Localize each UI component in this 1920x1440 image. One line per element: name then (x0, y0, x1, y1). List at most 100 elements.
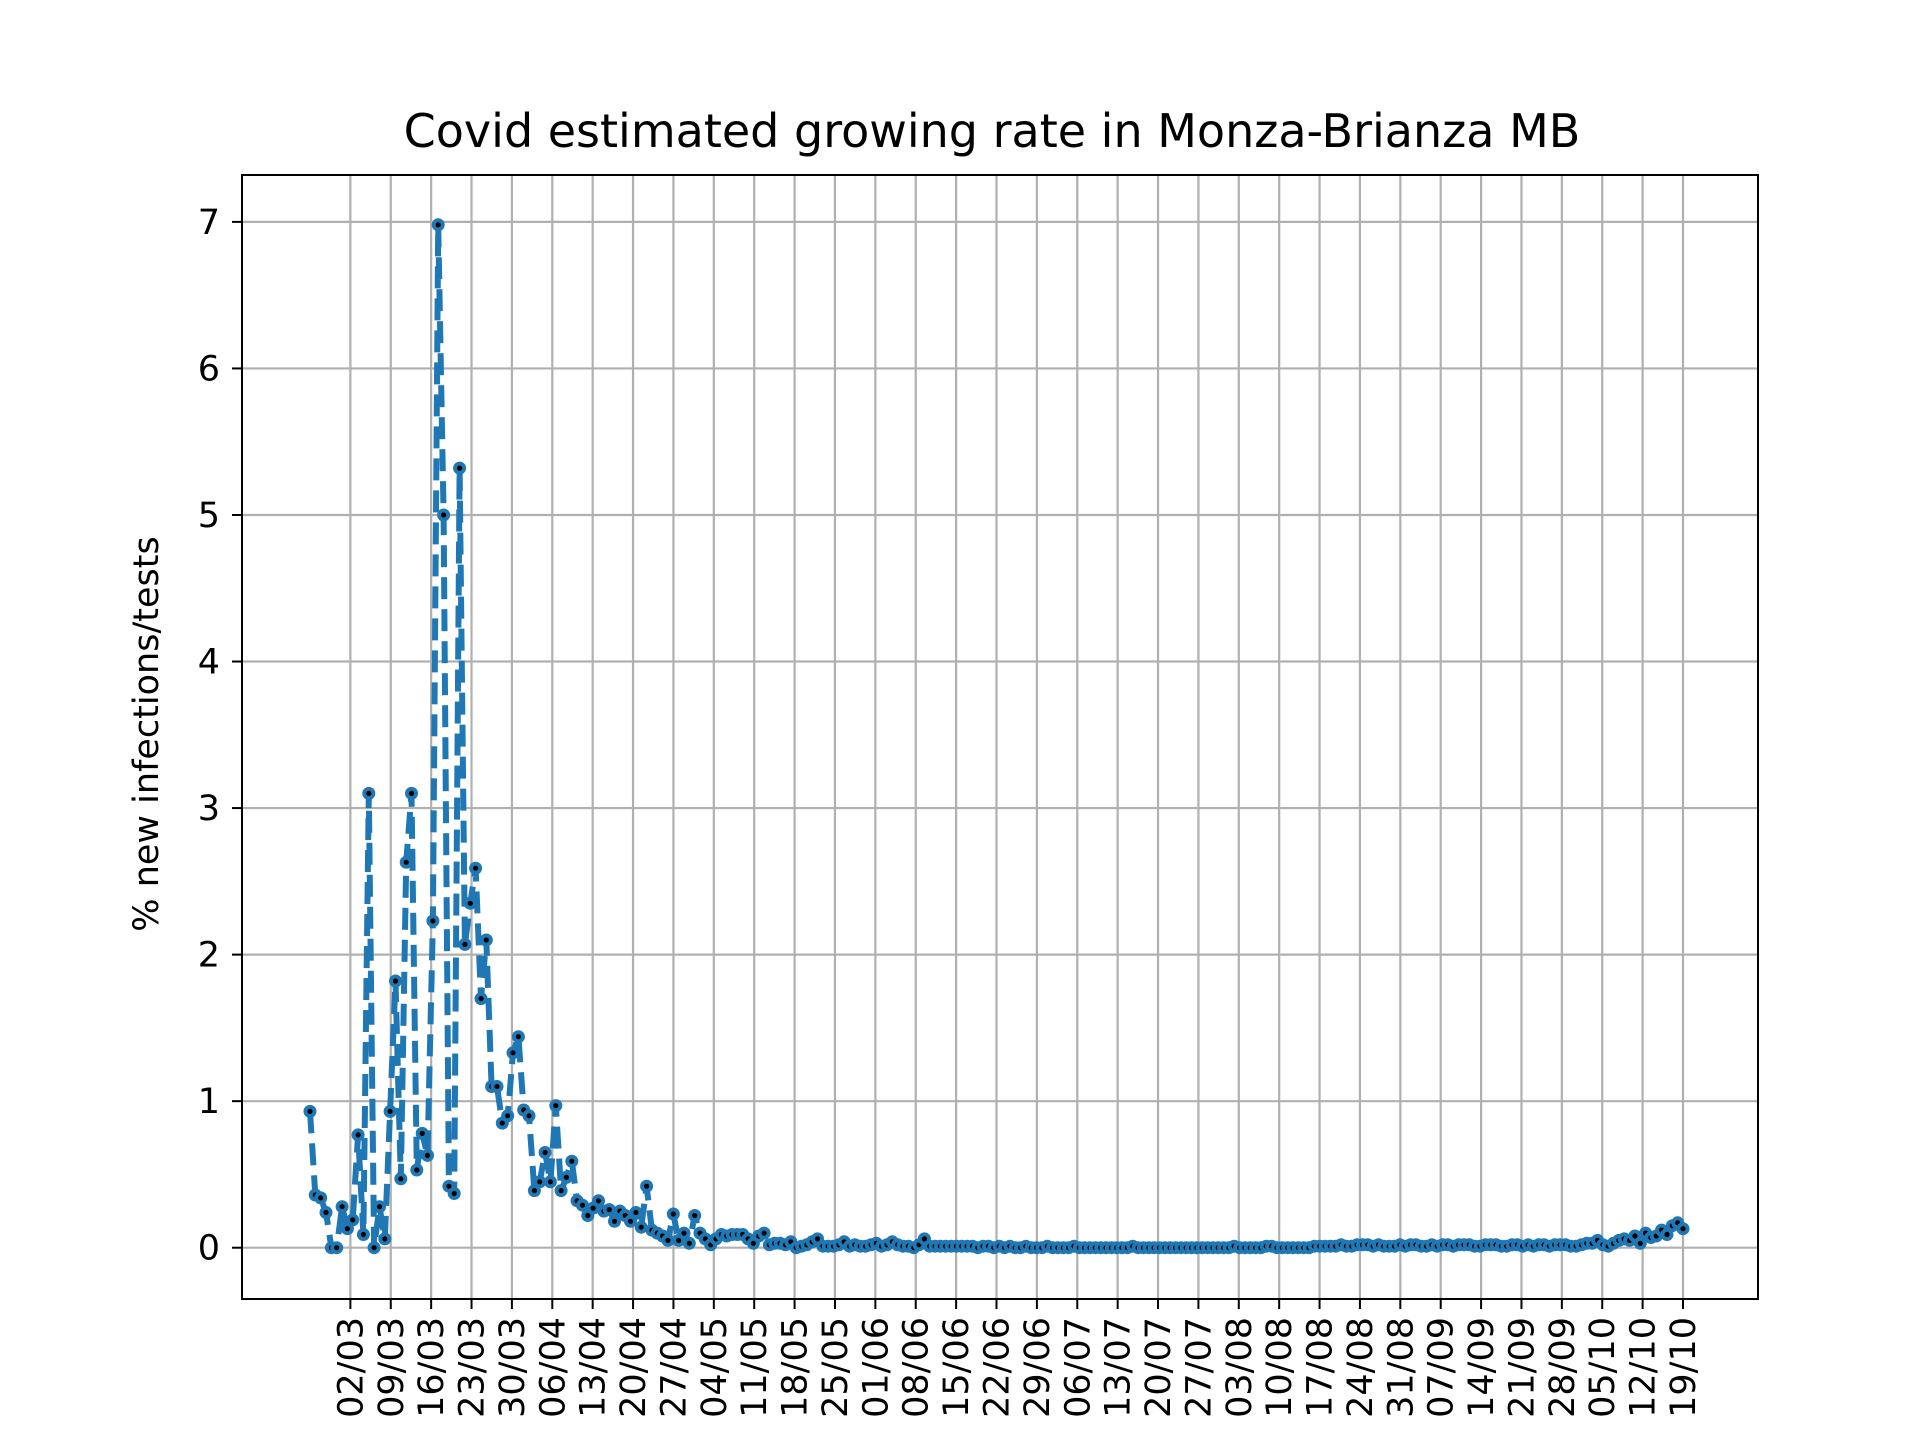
x-tick-label: 10/08 (1260, 1317, 1300, 1418)
data-point (415, 1126, 429, 1140)
data-point (458, 937, 472, 951)
data-point-dot (403, 859, 409, 865)
data-point (608, 1214, 621, 1228)
data-point-dot (350, 1217, 356, 1223)
data-point-dot (376, 1204, 383, 1210)
data-point (511, 1030, 525, 1044)
data-point-dot (627, 1218, 634, 1224)
data-point (576, 1198, 589, 1212)
data-point-dot (398, 1176, 404, 1182)
data-point (378, 1232, 392, 1246)
data-point-dot (441, 512, 447, 518)
data-point-dot (307, 1108, 313, 1114)
data-point-dot (473, 865, 479, 871)
data-point (506, 1046, 520, 1060)
data-point-dot (1632, 1233, 1638, 1239)
data-point (634, 1220, 648, 1234)
data-point (559, 1170, 573, 1184)
data-point (431, 218, 445, 232)
y-tick-label: 6 (198, 349, 220, 389)
data-point-dot (371, 1245, 377, 1251)
data-point-dot (595, 1198, 602, 1204)
data-point (426, 914, 440, 928)
x-tick-label: 15/06 (937, 1317, 977, 1418)
data-point-dot (323, 1209, 329, 1216)
data-point (592, 1194, 605, 1208)
data-point (351, 1128, 365, 1142)
y-tick-label: 3 (198, 789, 220, 829)
data-point (554, 1184, 568, 1198)
data-point-dot (563, 1174, 570, 1180)
data-point (501, 1109, 515, 1123)
x-tick-label: 21/09 (1502, 1317, 1542, 1418)
data-point-dot (526, 1113, 532, 1119)
data-point (346, 1213, 360, 1227)
data-point (543, 1175, 557, 1189)
data-point-dot (414, 1167, 420, 1173)
data-point (405, 786, 418, 800)
x-tick-label: 29/06 (1018, 1317, 1058, 1418)
data-point-dot (483, 937, 489, 943)
data-point (421, 1148, 434, 1162)
grid-lines (242, 175, 1758, 1299)
data-point-dot (419, 1130, 425, 1136)
data-point-dot (1664, 1231, 1670, 1238)
x-tick-label: 12/10 (1624, 1317, 1664, 1418)
data-point-dot (692, 1212, 698, 1219)
x-tick-label: 20/04 (614, 1317, 654, 1418)
data-point (565, 1154, 579, 1168)
series-layer (303, 218, 1690, 1255)
data-point-dot (569, 1158, 575, 1164)
data-point-dot (579, 1202, 586, 1208)
data-point-dot (435, 222, 441, 228)
data-point (453, 461, 467, 475)
data-point (677, 1226, 691, 1240)
x-tick-label: 05/10 (1583, 1317, 1623, 1418)
y-axis-label: % new infections/tests (127, 536, 167, 931)
data-point-dot (633, 1209, 639, 1216)
x-tick-label: 27/07 (1179, 1317, 1219, 1418)
data-point-dot (761, 1230, 767, 1236)
data-point (522, 1109, 536, 1123)
data-point (335, 1200, 349, 1214)
data-point-dot (430, 918, 436, 924)
x-tick-label: 09/03 (372, 1317, 412, 1418)
data-point (538, 1146, 552, 1159)
data-point (629, 1206, 643, 1219)
x-tick-label: 18/05 (776, 1317, 816, 1418)
data-point (479, 933, 493, 947)
x-tick-label: 16/03 (412, 1317, 452, 1418)
data-point (356, 1228, 370, 1241)
x-tick-label: 25/05 (816, 1317, 856, 1418)
data-point-dot (686, 1240, 692, 1246)
data-point-dot (547, 1179, 554, 1185)
x-tick-label: 28/09 (1543, 1317, 1583, 1418)
data-point-dot (676, 1237, 682, 1243)
data-point (367, 1241, 381, 1255)
data-point (303, 1104, 317, 1118)
data-point (549, 1099, 563, 1113)
data-point-dot (424, 1152, 431, 1158)
data-point-dot (814, 1236, 821, 1242)
x-tick-label: 24/08 (1341, 1317, 1381, 1418)
data-point-dot (339, 1204, 345, 1210)
data-point (373, 1200, 386, 1214)
x-tick-label: 06/07 (1058, 1317, 1098, 1418)
data-point-dot (553, 1103, 559, 1109)
data-point (688, 1209, 702, 1222)
data-point (319, 1206, 333, 1219)
y-tick-label: 5 (198, 496, 220, 536)
data-point-dot (606, 1207, 612, 1213)
data-point (1633, 1236, 1647, 1250)
data-point-dot (344, 1226, 350, 1232)
x-tick-label: 04/05 (695, 1317, 735, 1418)
data-point-dot (510, 1050, 516, 1056)
data-point (447, 1187, 461, 1200)
data-point-dot (531, 1188, 538, 1194)
data-point-dot (366, 790, 372, 797)
x-tick-label: 31/08 (1381, 1317, 1421, 1418)
data-point-dot (467, 900, 473, 906)
data-point-dot (355, 1132, 361, 1138)
